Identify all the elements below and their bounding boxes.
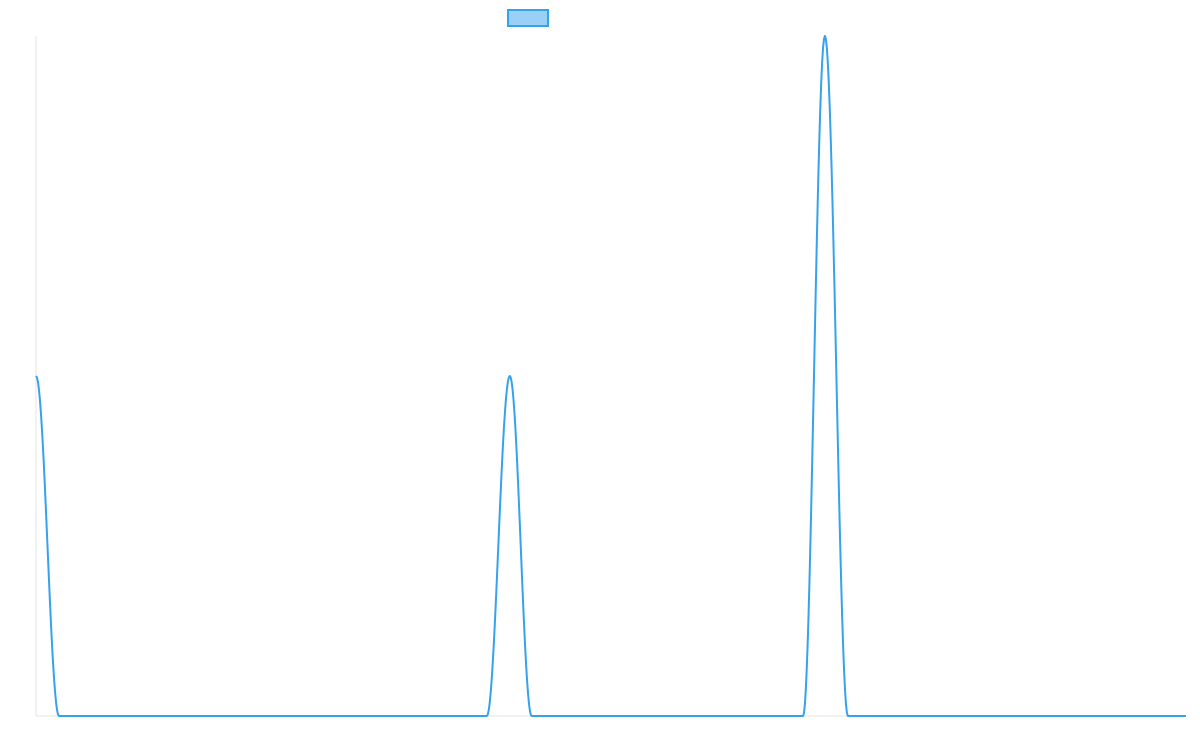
- data-point-0-0[interactable]: [33, 373, 39, 379]
- data-point-0-5[interactable]: [800, 713, 806, 719]
- data-point-0-1[interactable]: [56, 713, 62, 719]
- data-point-0-6[interactable]: [822, 33, 828, 39]
- data-point-0-4[interactable]: [529, 713, 535, 719]
- axes: [35, 36, 1186, 717]
- legend-swatch[interactable]: [507, 9, 549, 27]
- data-point-0-3[interactable]: [507, 373, 513, 379]
- legend[interactable]: [507, 9, 549, 27]
- series-line-0[interactable]: [35, 35, 1186, 717]
- data-point-0-8[interactable]: [1183, 713, 1189, 719]
- series-layer: [33, 33, 1189, 719]
- data-point-0-7[interactable]: [845, 713, 851, 719]
- data-point-0-2[interactable]: [484, 713, 490, 719]
